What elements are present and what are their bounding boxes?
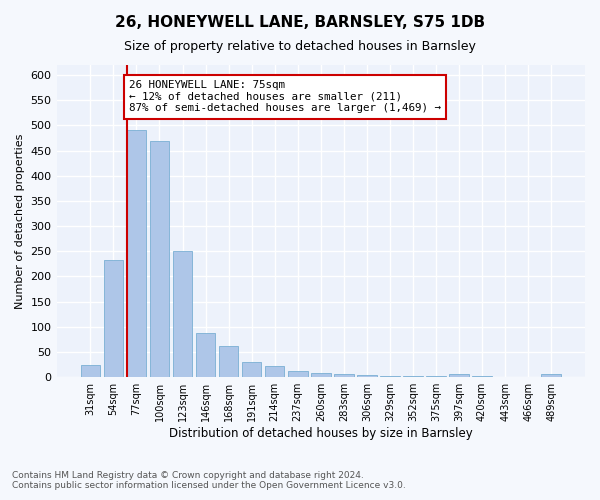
Bar [380,376,400,377]
Bar [265,366,284,377]
Bar [449,374,469,377]
Bar [242,362,262,377]
Bar [196,333,215,377]
Bar [496,376,515,377]
Bar [541,374,561,377]
Text: 26, HONEYWELL LANE, BARNSLEY, S75 1DB: 26, HONEYWELL LANE, BARNSLEY, S75 1DB [115,15,485,30]
Bar [104,260,123,377]
Bar [426,376,446,377]
Bar [173,252,193,377]
Bar [472,376,492,377]
Bar [334,374,353,377]
Bar [127,130,146,377]
Bar [518,376,538,377]
Bar [219,346,238,377]
Y-axis label: Number of detached properties: Number of detached properties [15,134,25,309]
Bar [311,373,331,377]
Bar [288,371,308,377]
Bar [80,364,100,377]
Bar [149,140,169,377]
Text: Contains HM Land Registry data © Crown copyright and database right 2024.
Contai: Contains HM Land Registry data © Crown c… [12,470,406,490]
Bar [357,375,377,377]
X-axis label: Distribution of detached houses by size in Barnsley: Distribution of detached houses by size … [169,427,473,440]
Text: 26 HONEYWELL LANE: 75sqm
← 12% of detached houses are smaller (211)
87% of semi-: 26 HONEYWELL LANE: 75sqm ← 12% of detach… [129,80,441,114]
Text: Size of property relative to detached houses in Barnsley: Size of property relative to detached ho… [124,40,476,53]
Bar [403,376,423,377]
